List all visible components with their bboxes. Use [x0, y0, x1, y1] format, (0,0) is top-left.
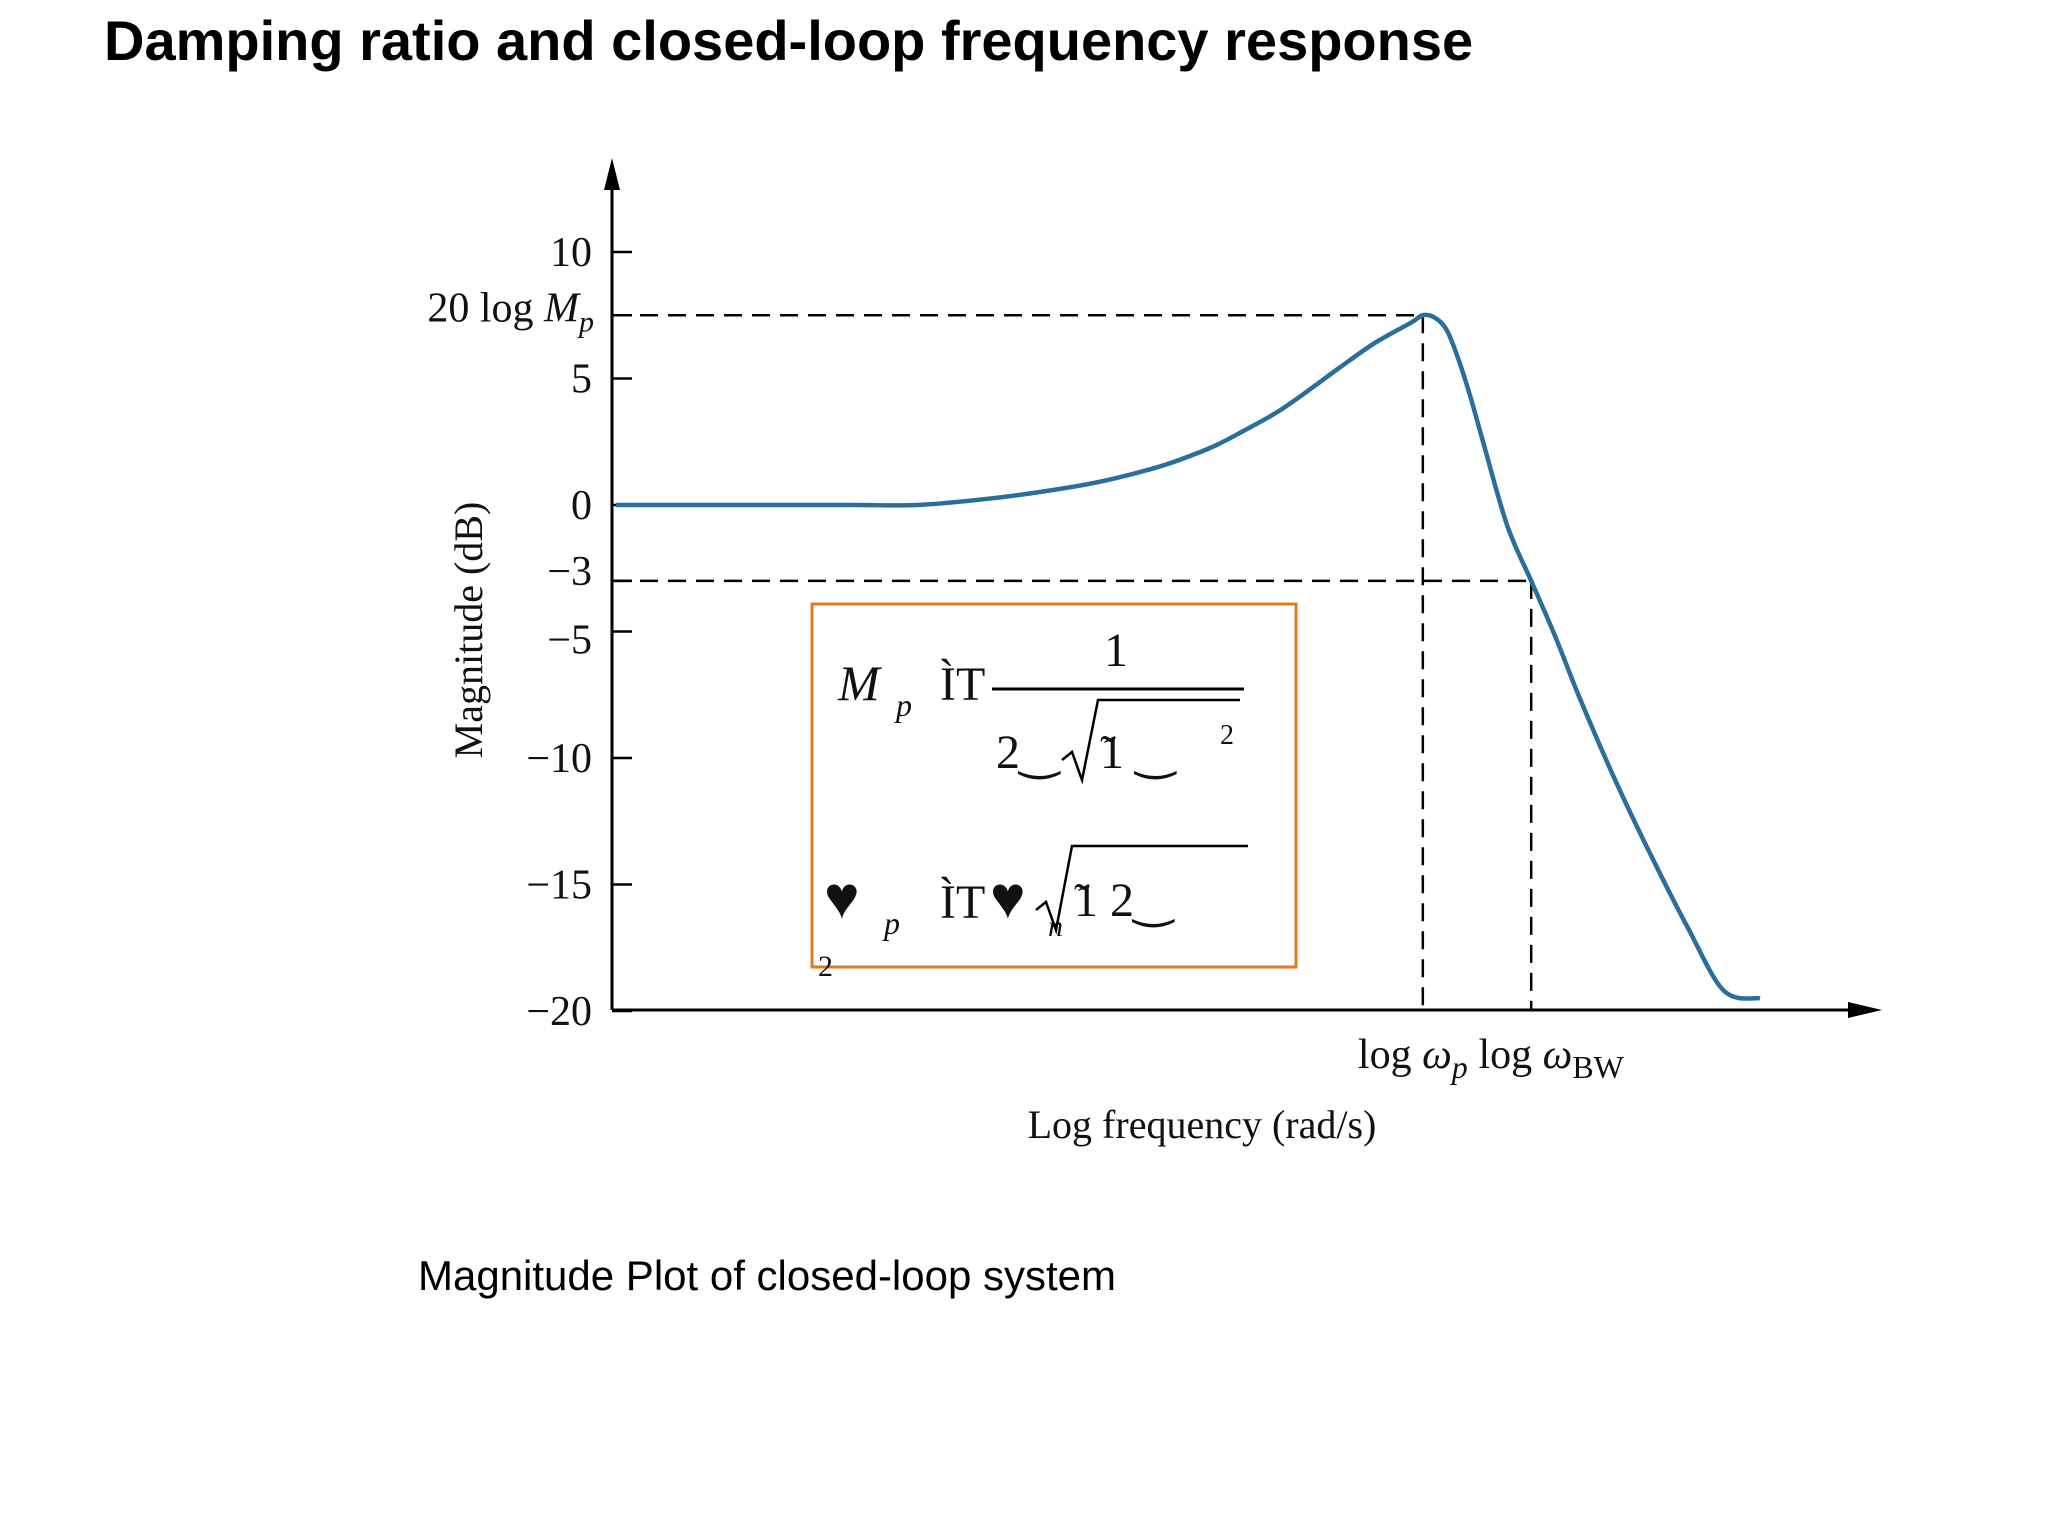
y-tick-label-mp: 20 log Mp	[427, 285, 594, 338]
guide-lines	[612, 314, 1533, 1010]
formula-omega-n-symbol: ♥	[990, 865, 1026, 931]
y-tick-label: −15	[526, 863, 592, 909]
formula-denominator-b: ̃1 ‿	[1100, 726, 1177, 780]
formula-radicand-2: ̃1 2‿	[1074, 874, 1175, 928]
formula-omega-p-subscript: p	[882, 905, 900, 941]
figure-caption: Magnitude Plot of closed-loop system	[418, 1252, 1117, 1299]
x-axis-label: Log frequency (rad/s)	[1028, 1102, 1377, 1147]
y-tick-label: −10	[526, 736, 592, 782]
y-tick-label: 0	[571, 483, 592, 529]
y-tick-label: 10	[550, 230, 592, 276]
x-tick-label-wbw: log ωBW	[1479, 1032, 1625, 1085]
series-line	[616, 312, 1761, 1001]
formula-extra-2: 2	[818, 950, 833, 983]
y-axis-label: Magnitude (dB)	[446, 502, 491, 759]
formula-radical-2	[1035, 844, 1248, 935]
x-axis-arrowhead	[1848, 1002, 1882, 1018]
formula-denominator-a: 2‿	[996, 726, 1061, 780]
x-tick-label-wp: log ωp	[1358, 1032, 1468, 1085]
slide-title: Damping ratio and closed-loop frequency …	[104, 9, 1474, 72]
formula-denominator-sup: 2	[1220, 720, 1234, 751]
formula-mp-subscript: p	[894, 687, 912, 723]
series-layer	[616, 312, 1761, 1001]
x-ticks: log ωp log ωBW	[1358, 1032, 1625, 1085]
y-tick-label: 5	[571, 357, 592, 403]
y-tick-label: −20	[526, 989, 592, 1035]
formula-numerator: 1	[1104, 624, 1128, 677]
formula-radical-1	[1061, 698, 1240, 785]
formula-mp-symbol: M	[837, 655, 882, 711]
y-tick-label: −3	[547, 549, 592, 595]
y-axis-arrowhead	[604, 158, 620, 190]
formula-box: M p ÌT 1 2‿ ̃1 ‿ 2 ♥ p ÌT ♥ n ̃1 2‿ 2	[810, 602, 1298, 983]
formula-relation-1: ÌT	[940, 658, 985, 711]
y-tick-label: −5	[547, 618, 592, 664]
formula-relation-2: ÌT	[940, 876, 985, 929]
formula-omega-p-symbol: ♥	[824, 865, 860, 931]
formula-box-border	[810, 602, 1298, 969]
y-ticks: 10 5 0 −3 −5 −10 −15 −20 20 log Mp	[427, 230, 632, 1035]
